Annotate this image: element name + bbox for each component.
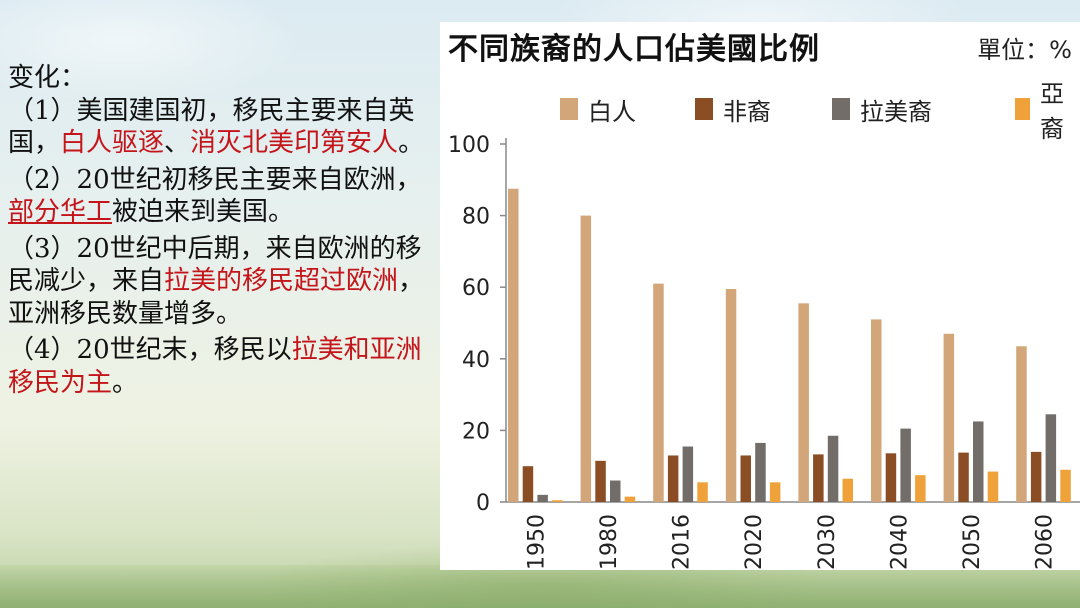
point-text: 20世纪初移民主要来自欧洲， xyxy=(76,164,422,195)
bar xyxy=(595,460,606,502)
grass-decoration xyxy=(0,565,1080,608)
y-tick-label: 0 xyxy=(476,491,490,516)
point-text: 。 xyxy=(398,128,425,158)
x-tick-label: 2020 xyxy=(742,514,767,570)
y-tick-label: 100 xyxy=(448,133,490,158)
point-highlight: 拉美和亚洲移民为主 xyxy=(8,335,422,398)
bar xyxy=(624,496,636,502)
point-highlight: 部分华工 xyxy=(8,197,113,227)
point-marker: （4） xyxy=(8,335,77,365)
point-text: 被迫来到美国。 xyxy=(112,197,295,227)
legend-item: 白人 xyxy=(560,92,636,126)
y-tick-label: 40 xyxy=(462,348,490,373)
bar xyxy=(958,452,969,502)
point-marker: （2） xyxy=(8,164,77,195)
bar xyxy=(900,428,911,502)
bar xyxy=(1045,414,1057,502)
point-text: 20世纪中后期，来自欧洲的移民减少，来自 xyxy=(8,233,422,297)
x-tick-label: 2060 xyxy=(1033,514,1058,570)
bar xyxy=(987,471,999,502)
point-text: ，亚洲移民数量增多。 xyxy=(8,266,425,329)
y-tick-label: 80 xyxy=(462,205,490,230)
bar xyxy=(522,466,534,502)
bar xyxy=(682,446,694,502)
x-tick-label: 2040 xyxy=(887,514,912,570)
y-tick-label: 20 xyxy=(462,419,490,444)
bar xyxy=(580,215,592,502)
legend-label: 拉美裔 xyxy=(860,97,932,126)
bar xyxy=(973,421,984,502)
bar xyxy=(813,454,824,502)
legend-swatch xyxy=(1015,98,1030,120)
legend-label: 白人 xyxy=(588,97,636,126)
x-tick-label: 1980 xyxy=(597,514,622,570)
point-marker: （3） xyxy=(8,233,77,264)
bar xyxy=(871,319,882,502)
point-text: 20世纪末，移民以 xyxy=(76,335,292,365)
point-list: （1）美国建国初，移民主要来自英国，白人驱逐、消灭北美印第安人。 （2）20世纪初… xyxy=(8,95,438,400)
chart-unit-label: 單位：% xyxy=(977,36,1072,64)
bar xyxy=(537,494,548,502)
bar xyxy=(1030,451,1042,502)
legend-label: 亞裔 xyxy=(1040,80,1064,143)
bar xyxy=(610,480,621,502)
legend-swatch xyxy=(832,98,850,120)
bar xyxy=(725,288,737,502)
legend-swatch xyxy=(560,98,578,120)
chart-legend: 白人 非裔 拉美裔 亞裔 xyxy=(440,80,1080,143)
point-item: （3）20世纪中后期，来自欧洲的移民减少，来自拉美的移民超过欧洲，亚洲移民数量增… xyxy=(8,233,438,331)
x-tick-label: 2050 xyxy=(960,514,985,570)
bar xyxy=(552,500,563,502)
point-marker: （1） xyxy=(8,95,77,126)
bar xyxy=(667,455,679,502)
bar xyxy=(943,333,955,502)
point-text: 、 xyxy=(164,128,191,158)
text-panel: 变化： （1）美国建国初，移民主要来自英国，白人驱逐、消灭北美印第安人。 （2）2… xyxy=(8,62,438,399)
y-tick-label: 60 xyxy=(462,276,490,301)
point-text: 美国建国初，移民主要来自英国， xyxy=(8,95,415,159)
bar xyxy=(1016,346,1027,502)
x-tick-label: 1950 xyxy=(524,514,549,570)
point-highlight: 白人驱逐 xyxy=(60,128,165,158)
bar xyxy=(740,455,751,502)
bar xyxy=(827,435,839,502)
point-highlight: 消灭北美印第安人 xyxy=(190,128,399,158)
point-text: 。 xyxy=(112,367,139,398)
bar xyxy=(755,442,766,502)
bar xyxy=(653,283,664,502)
bar xyxy=(697,482,708,502)
bar xyxy=(885,453,897,502)
x-tick-label: 2030 xyxy=(815,514,840,570)
point-item: （2）20世纪初移民主要来自欧洲，部分华工被迫来到美国。 xyxy=(8,164,438,229)
chart-panel: 不同族裔的人口佔美國比例 單位：% 白人 非裔 拉美裔 亞裔 0 20 40 60 80 100… xyxy=(440,22,1080,570)
point-item: （4）20世纪末，移民以拉美和亚洲移民为主。 xyxy=(8,334,438,399)
bar xyxy=(915,475,926,502)
legend-item: 非裔 xyxy=(695,92,771,126)
legend-swatch xyxy=(695,98,713,120)
bar xyxy=(769,482,781,502)
legend-item: 拉美裔 xyxy=(832,92,932,126)
point-highlight: 拉美的移民超过欧洲 xyxy=(164,266,399,296)
bar xyxy=(798,303,809,502)
point-item: （1）美国建国初，移民主要来自英国，白人驱逐、消灭北美印第安人。 xyxy=(8,95,438,160)
legend-label: 非裔 xyxy=(723,97,771,126)
chart-title: 不同族裔的人口佔美國比例 xyxy=(448,32,820,67)
legend-item: 亞裔 xyxy=(1015,80,1080,143)
heading-text: 变化： xyxy=(8,63,87,93)
bar xyxy=(508,188,519,502)
x-tick-label: 2016 xyxy=(670,514,695,570)
bar xyxy=(1060,469,1071,502)
bar xyxy=(842,478,853,502)
